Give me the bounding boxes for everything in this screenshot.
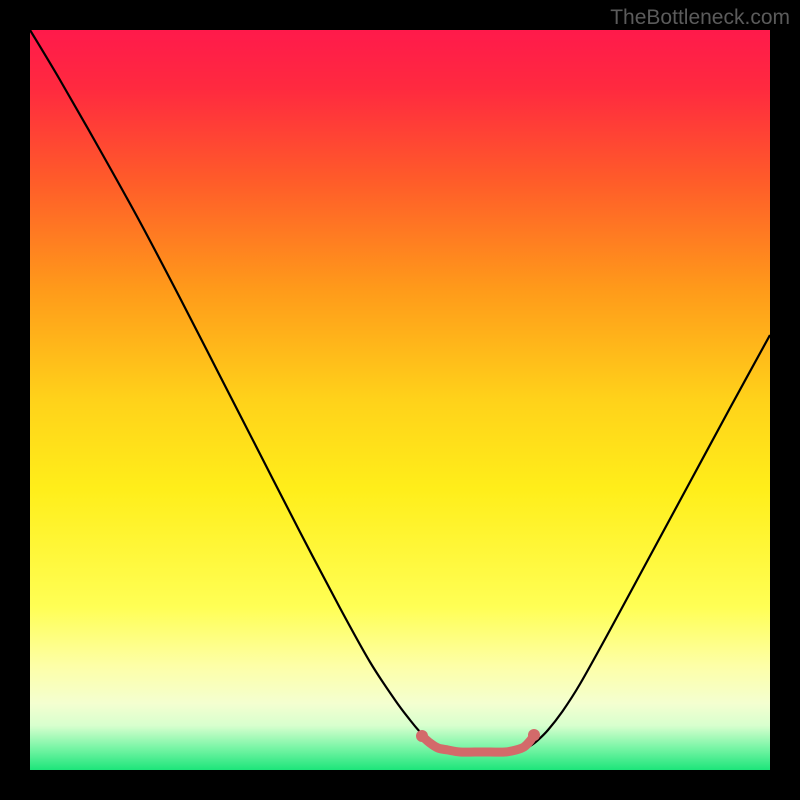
chart-svg [0, 0, 800, 800]
bottleneck-chart: TheBottleneck.com [0, 0, 800, 800]
plot-background [30, 30, 770, 770]
watermark-text: TheBottleneck.com [610, 6, 790, 30]
minimum-endpoint-dot [416, 730, 428, 742]
minimum-endpoint-dot [528, 729, 540, 741]
